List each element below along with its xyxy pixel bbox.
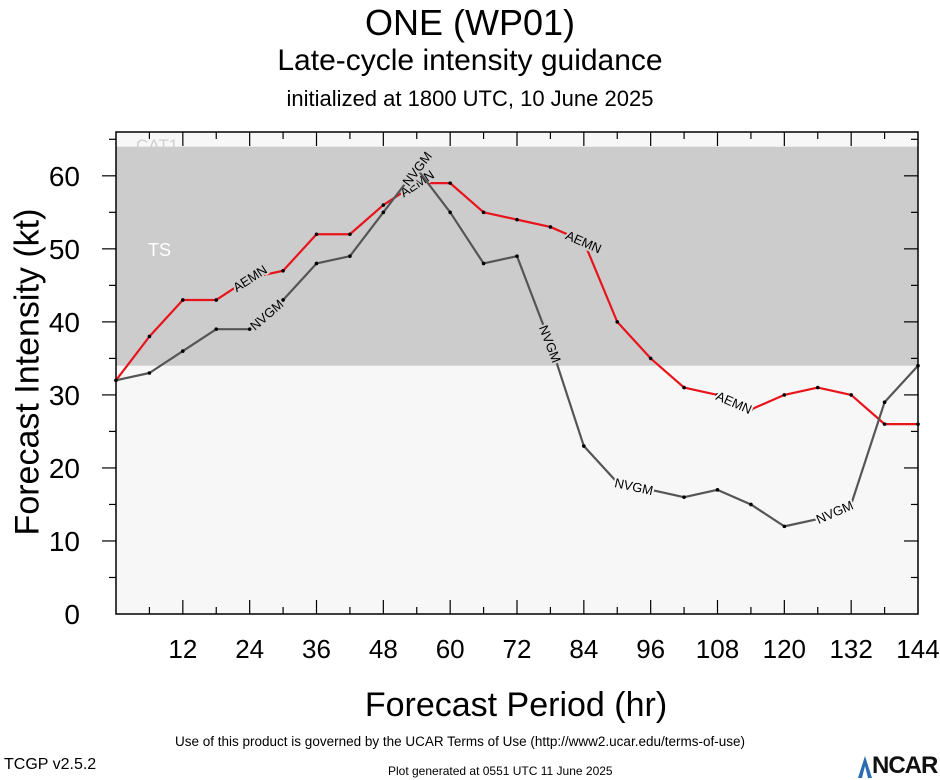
- data-point-nvgm: [247, 327, 252, 331]
- data-point-aemn: [548, 225, 553, 229]
- band-label-ts: TS: [148, 240, 171, 260]
- ncar-logo-text: NCAR: [872, 752, 938, 779]
- data-point-aemn: [582, 239, 586, 244]
- data-point-nvgm: [181, 349, 185, 353]
- y-tick-label: 40: [49, 307, 80, 338]
- data-point-aemn: [481, 210, 486, 215]
- y-tick-label: 10: [49, 526, 80, 557]
- data-point-nvgm: [314, 261, 319, 266]
- data-point-nvgm: [414, 166, 419, 171]
- data-point-nvgm: [114, 378, 118, 383]
- x-tick-label: 120: [763, 634, 806, 664]
- data-point-nvgm: [214, 327, 219, 331]
- band-label-cat1: CAT1: [136, 136, 178, 155]
- data-point-aemn: [181, 298, 185, 302]
- data-point-nvgm: [582, 444, 586, 448]
- y-tick-label: 30: [49, 380, 80, 411]
- data-point-nvgm: [147, 371, 152, 375]
- data-point-nvgm: [715, 488, 720, 492]
- ncar-logo-mark: [858, 756, 872, 778]
- data-point-nvgm: [682, 495, 686, 499]
- data-point-aemn: [147, 334, 152, 339]
- y-tick-label: 0: [64, 599, 80, 630]
- x-tick-label: 60: [436, 634, 465, 664]
- data-point-aemn: [247, 276, 252, 280]
- data-point-nvgm: [381, 210, 386, 215]
- x-tick-label: 48: [369, 634, 398, 664]
- data-point-nvgm: [749, 502, 753, 507]
- data-point-aemn: [448, 181, 452, 185]
- data-point-aemn: [515, 217, 519, 222]
- data-point-aemn: [348, 232, 352, 237]
- x-tick-label: 24: [235, 634, 264, 664]
- data-point-aemn: [214, 298, 219, 302]
- data-point-aemn: [281, 268, 285, 273]
- y-tick-label: 50: [49, 234, 80, 265]
- data-point-aemn: [916, 422, 920, 426]
- x-tick-label: 36: [302, 634, 331, 664]
- y-tick-label: 20: [49, 453, 80, 484]
- data-point-nvgm: [815, 517, 820, 521]
- chart-title: ONE (WP01): [364, 2, 576, 43]
- data-point-nvgm: [448, 210, 452, 215]
- x-tick-label: 84: [569, 634, 598, 664]
- x-tick-label: 132: [829, 634, 872, 664]
- data-point-aemn: [682, 385, 686, 390]
- data-point-nvgm: [916, 363, 920, 368]
- x-axis-label: Forecast Period (hr): [364, 686, 668, 724]
- y-axis-label: Forecast Intensity (kt): [8, 208, 47, 536]
- data-point-aemn: [314, 232, 319, 237]
- terms-of-use-notice: Use of this product is governed by the U…: [175, 734, 745, 749]
- initialization-time: initialized at 1800 UTC, 10 June 2025: [286, 86, 654, 111]
- data-point-aemn: [715, 393, 720, 397]
- chart-subtitle: Late-cycle intensity guidance: [277, 44, 663, 77]
- data-point-nvgm: [648, 488, 653, 492]
- data-point-nvgm: [882, 400, 887, 405]
- data-point-nvgm: [849, 502, 853, 507]
- data-point-aemn: [749, 407, 753, 412]
- x-tick-label: 144: [896, 634, 939, 664]
- data-point-aemn: [782, 393, 787, 397]
- x-tick-label: 12: [168, 634, 197, 664]
- data-point-nvgm: [281, 298, 285, 302]
- data-point-aemn: [882, 422, 887, 426]
- data-point-nvgm: [615, 480, 620, 485]
- data-point-nvgm: [782, 524, 787, 529]
- x-tick-label: 108: [696, 634, 739, 664]
- data-point-nvgm: [348, 254, 352, 258]
- y-tick-label: 60: [49, 161, 80, 192]
- version-label: TCGP v2.5.2: [4, 756, 97, 773]
- x-tick-label: 72: [503, 634, 532, 664]
- data-point-aemn: [381, 203, 386, 207]
- data-point-nvgm: [548, 341, 553, 346]
- ncar-logo: NCAR: [856, 752, 938, 780]
- x-tick-label: 96: [636, 634, 665, 664]
- data-point-aemn: [414, 181, 419, 185]
- data-point-aemn: [615, 320, 620, 324]
- generated-timestamp: Plot generated at 0551 UTC 11 June 2025: [388, 764, 613, 778]
- data-point-aemn: [648, 356, 653, 361]
- data-point-nvgm: [515, 254, 519, 258]
- data-point-aemn: [849, 393, 853, 397]
- data-point-nvgm: [481, 261, 486, 266]
- data-point-aemn: [815, 385, 820, 390]
